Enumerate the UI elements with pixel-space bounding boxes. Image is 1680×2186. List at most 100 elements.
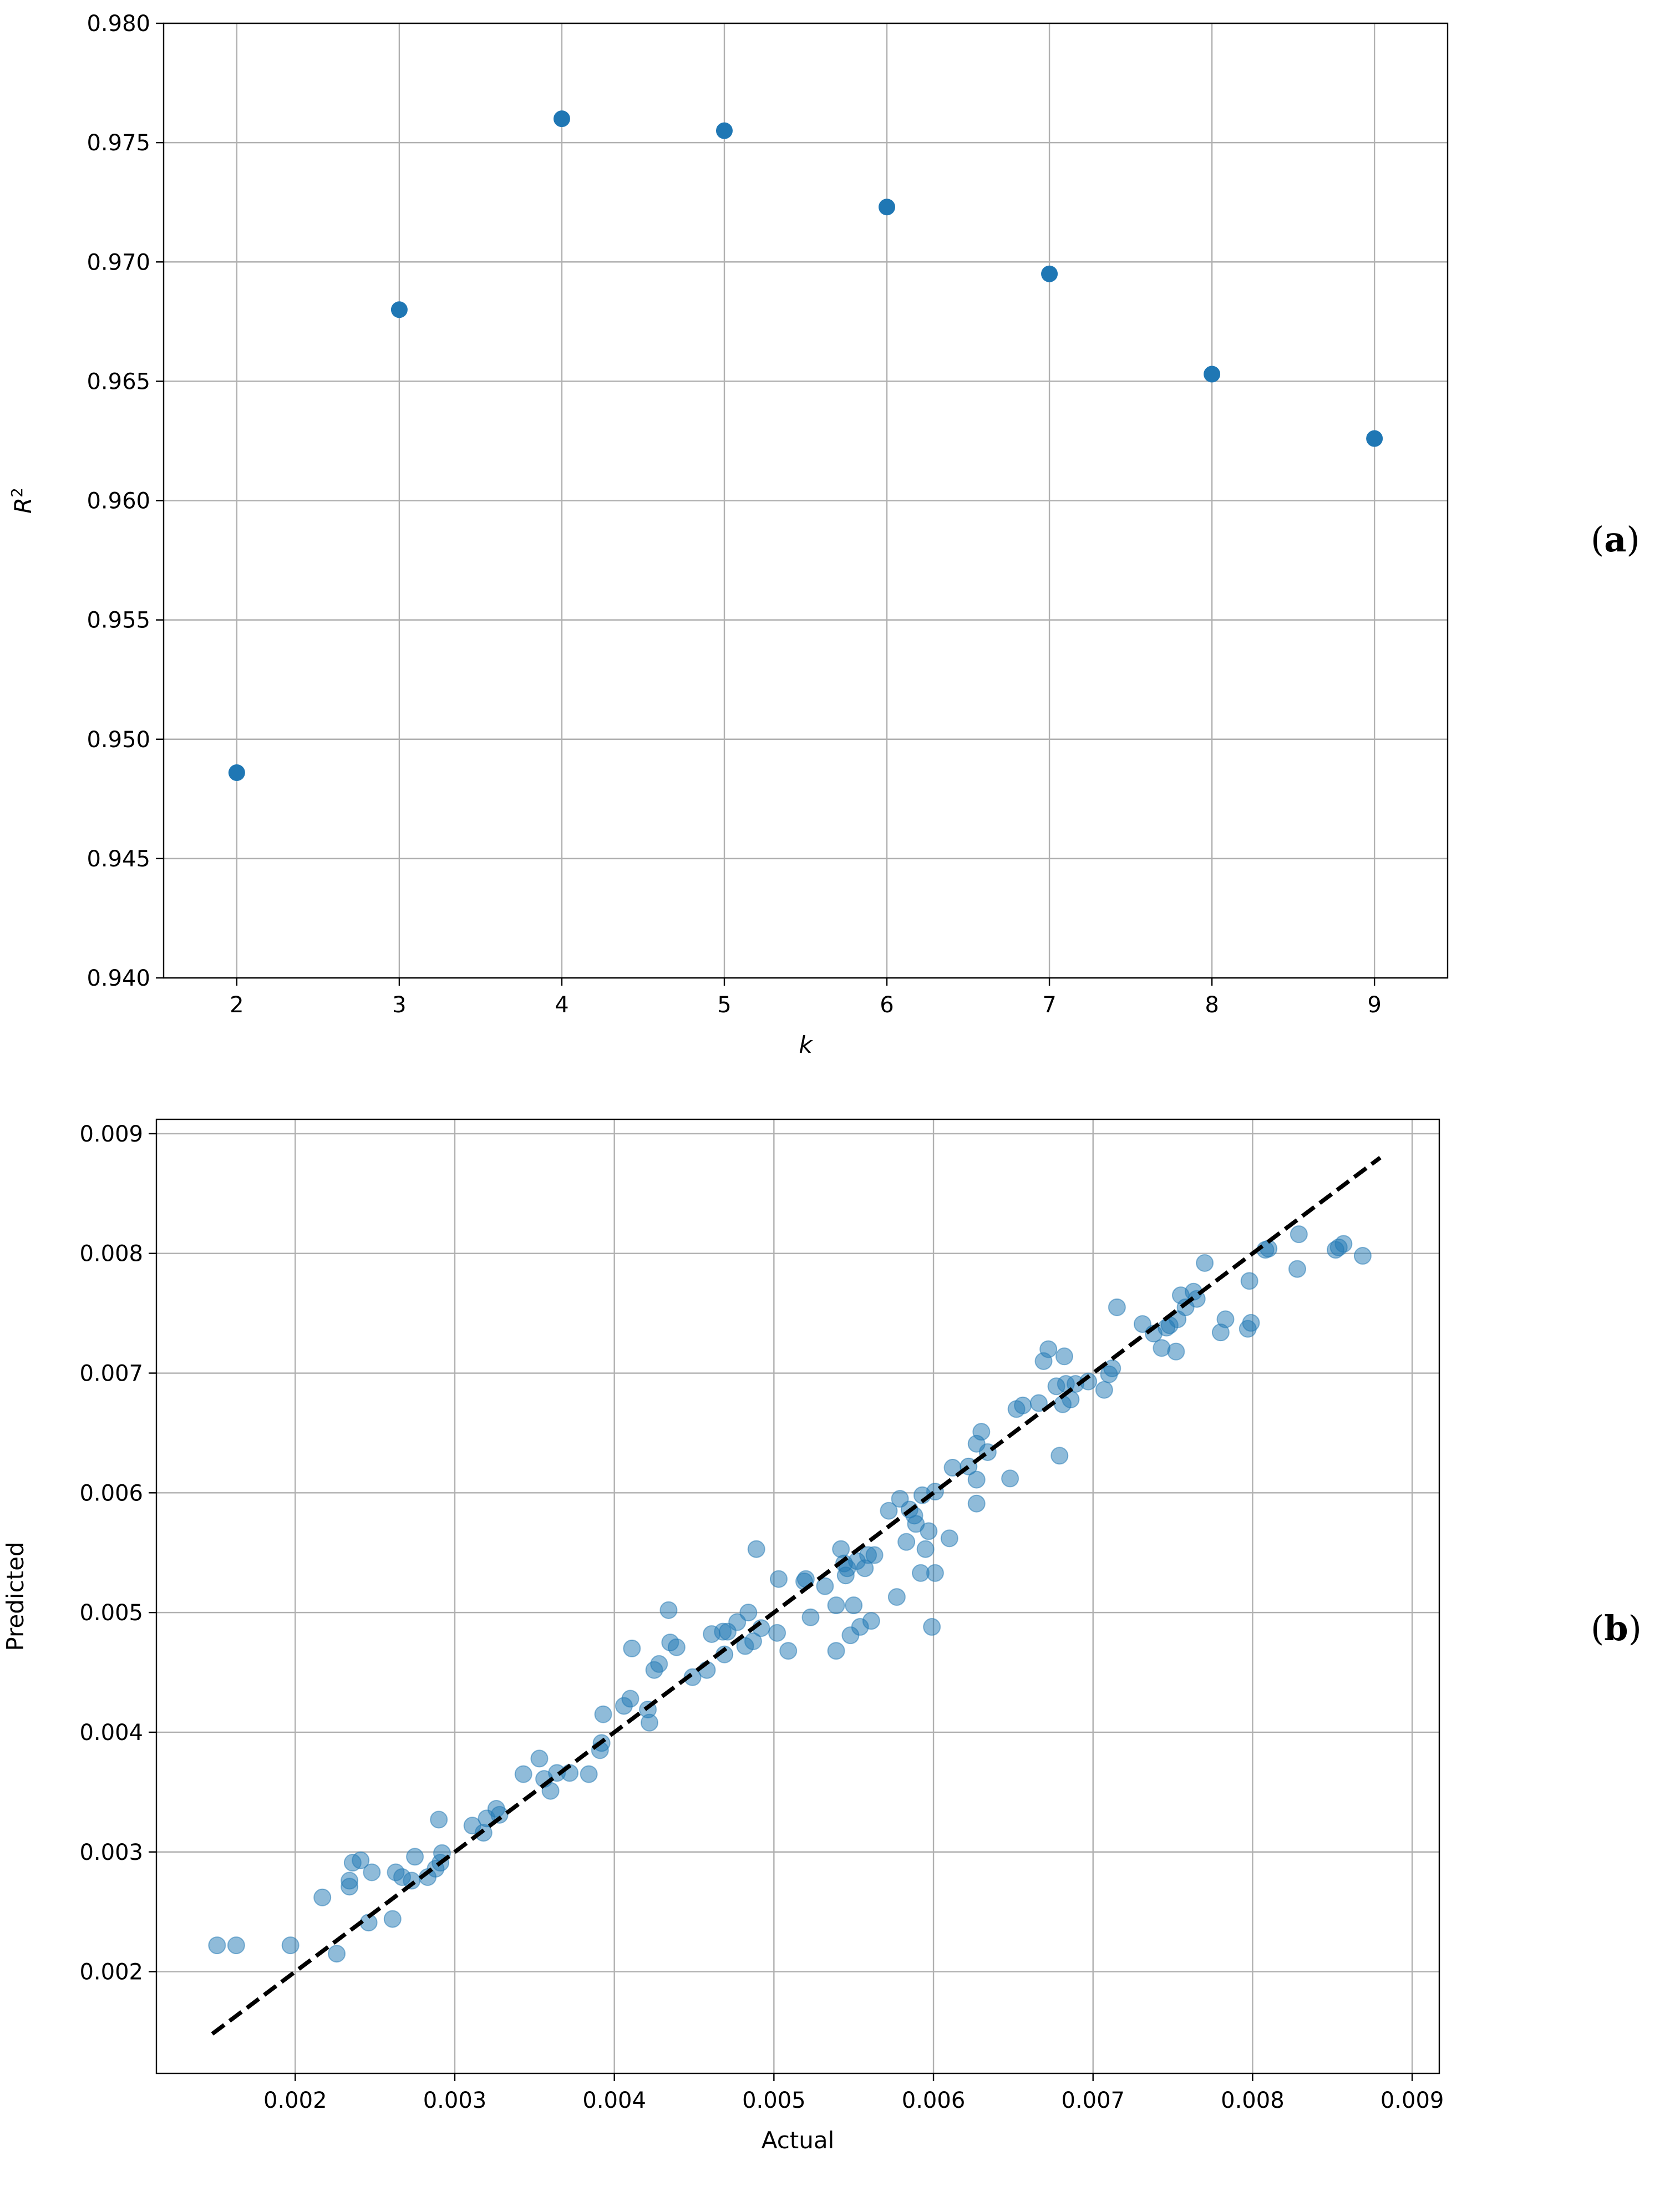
x-tick-label: 8 — [1205, 992, 1219, 1018]
y-tick-label: 0.009 — [79, 1122, 143, 1147]
y-axis-label-superscript: 2 — [8, 488, 26, 498]
y-tick-label: 0.940 — [87, 966, 150, 991]
y-tick-label: 0.965 — [87, 369, 150, 394]
y-tick-label: 0.970 — [87, 250, 150, 275]
x-axis-label: Actual — [762, 2127, 835, 2154]
y-tick-label: 0.950 — [87, 727, 150, 753]
data-point — [879, 199, 896, 216]
data-point — [1055, 1347, 1073, 1366]
data-point — [880, 1502, 898, 1520]
plot-frame — [163, 22, 1449, 979]
data-point — [667, 1638, 686, 1656]
data-point — [1167, 1342, 1185, 1361]
data-point — [650, 1655, 668, 1673]
x-tick-label: 9 — [1367, 992, 1381, 1018]
data-point — [769, 1570, 788, 1588]
x-tick-label: 2 — [230, 992, 243, 1018]
data-point — [1353, 1247, 1372, 1265]
y-tick-label: 0.006 — [79, 1480, 143, 1506]
data-point — [832, 1540, 850, 1558]
x-tick-label: 0.003 — [423, 2088, 487, 2113]
x-tick-label: 6 — [880, 992, 894, 1018]
data-point — [683, 1668, 702, 1686]
panel-label-a: (a) — [1591, 519, 1640, 560]
data-point — [897, 1533, 916, 1551]
y-tick-label: 0.975 — [87, 130, 150, 156]
data-point — [352, 1851, 370, 1869]
data-point — [281, 1936, 300, 1955]
data-point — [920, 1522, 938, 1540]
data-point — [640, 1713, 658, 1732]
y-tick-label: 0.002 — [79, 1960, 143, 1985]
data-point — [1041, 265, 1058, 282]
data-point — [916, 1540, 935, 1558]
data-layer — [228, 110, 1383, 781]
data-point — [1240, 1272, 1258, 1290]
data-point — [923, 1618, 941, 1636]
x-tick-label: 0.008 — [1221, 2088, 1285, 2113]
data-point — [865, 1546, 884, 1564]
data-point — [972, 1423, 991, 1441]
data-point — [227, 1936, 245, 1955]
data-point — [1039, 1340, 1058, 1358]
data-point — [1216, 1310, 1235, 1328]
data-point — [390, 301, 408, 318]
data-point — [845, 1596, 863, 1615]
data-point — [816, 1577, 834, 1595]
y-axis-label-base: R — [9, 498, 37, 514]
data-point — [406, 1848, 424, 1866]
y-tick-label: 0.008 — [79, 1241, 143, 1267]
x-tick-label: 3 — [392, 992, 406, 1018]
data-point — [313, 1888, 332, 1906]
data-point — [1001, 1469, 1019, 1488]
data-point — [926, 1564, 944, 1582]
data-point — [1103, 1359, 1121, 1377]
data-point — [659, 1601, 678, 1619]
data-point — [739, 1604, 758, 1622]
data-point — [1204, 366, 1221, 383]
data-point — [1108, 1298, 1126, 1316]
y-tick-label: 0.945 — [87, 846, 150, 872]
data-layer — [208, 1156, 1382, 2036]
data-point — [1014, 1396, 1032, 1414]
x-tick-label: 0.007 — [1061, 2088, 1125, 2113]
data-point — [768, 1624, 786, 1642]
data-point — [1288, 1260, 1306, 1278]
x-tick-label: 0.004 — [582, 2088, 646, 2113]
x-tick-label: 0.006 — [902, 2088, 966, 2113]
x-tick-label: 5 — [717, 992, 731, 1018]
x-tick-label: 7 — [1042, 992, 1056, 1018]
data-point — [715, 122, 733, 139]
x-tick-label: 0.002 — [263, 2088, 327, 2113]
data-point — [1095, 1381, 1113, 1399]
chart-panel-b: 0.002 0.003 0.004 0.005 0.006 0.007 0.008 0.009… — [2, 1118, 1444, 2154]
data-point — [341, 1878, 359, 1896]
data-point — [623, 1639, 641, 1657]
data-point — [1050, 1447, 1069, 1465]
y-tick-label: 0.004 — [79, 1720, 143, 1746]
x-tick-label: 4 — [555, 992, 569, 1018]
data-point — [1029, 1394, 1048, 1412]
data-point — [940, 1529, 958, 1548]
x-tick-label: 0.005 — [742, 2088, 806, 2113]
data-point — [827, 1642, 845, 1660]
data-point — [801, 1608, 820, 1626]
data-point — [887, 1588, 906, 1606]
data-point — [530, 1749, 549, 1768]
data-point — [383, 1910, 402, 1928]
data-point — [779, 1642, 798, 1660]
data-point — [580, 1765, 598, 1783]
data-point — [1334, 1235, 1353, 1253]
x-tick-label: 0.009 — [1380, 2088, 1444, 2113]
data-point — [553, 110, 570, 128]
data-point — [1196, 1254, 1214, 1272]
y-tick-label: 0.960 — [87, 489, 150, 514]
data-point — [328, 1945, 346, 1963]
reference-line — [211, 1156, 1382, 2036]
chart-panel-a: 2 3 4 5 6 7 8 9 0.940 0.945 0.950 0.955 0.960 0.965 0.… — [8, 11, 1449, 1058]
data-point — [747, 1540, 765, 1558]
data-point — [514, 1765, 532, 1783]
data-point — [363, 1863, 381, 1881]
data-point — [1366, 430, 1383, 447]
plot-frame — [155, 1118, 1440, 2075]
